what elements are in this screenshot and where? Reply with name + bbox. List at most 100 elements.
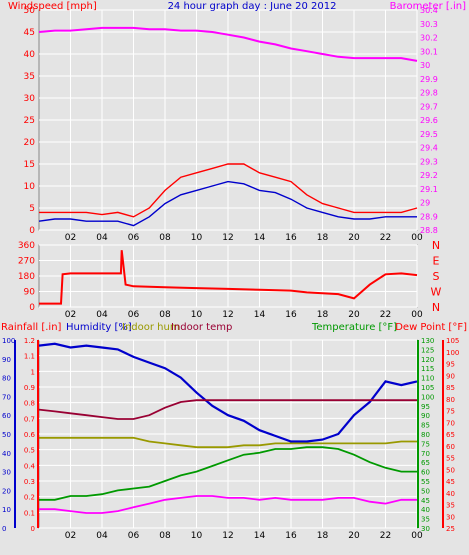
rainfall-tick-label: 0.7 bbox=[24, 415, 35, 423]
rainfall-tick-label: 0.9 bbox=[24, 384, 35, 392]
x-tick-label: 18 bbox=[317, 531, 329, 541]
humidity-tick-label: 100 bbox=[2, 337, 15, 345]
temperature-tick-label: 120 bbox=[421, 356, 434, 364]
temperature-tick-label: 95 bbox=[421, 403, 430, 411]
temperature-tick-label: 125 bbox=[421, 346, 434, 354]
indoor-temperature-series-line bbox=[38, 399, 417, 420]
barometer-tick-label: 28.9 bbox=[420, 212, 438, 221]
temperature-tick-label: 110 bbox=[421, 375, 434, 383]
windspeed-tick-label: 50 bbox=[24, 6, 36, 16]
rainfall-tick-label: 1 bbox=[31, 368, 35, 376]
x-tick-label: 02 bbox=[65, 310, 76, 320]
direction-degree-tick-label: 270 bbox=[18, 257, 35, 267]
windspeed-tick-label: 25 bbox=[24, 116, 35, 126]
x-tick-label: 08 bbox=[159, 531, 171, 541]
grid-lines bbox=[39, 9, 418, 529]
x-tick-label: 16 bbox=[285, 310, 297, 320]
x-tick-label: 08 bbox=[159, 310, 171, 320]
temperature-tick-label: 70 bbox=[421, 450, 430, 458]
x-tick-label: 14 bbox=[254, 233, 266, 243]
dew-point-tick-label: 100 bbox=[446, 349, 459, 357]
dew-point-tick-label: 50 bbox=[446, 466, 455, 474]
indoor-temperature-legend: Indoor temp bbox=[171, 322, 232, 333]
rainfall-tick-label: 0.5 bbox=[24, 447, 35, 455]
windspeed-tick-label: 0 bbox=[29, 226, 35, 236]
rainfall-tick-label: 1.1 bbox=[24, 353, 35, 361]
x-tick-label: 14 bbox=[254, 531, 266, 541]
barometer-tick-label: 30 bbox=[420, 61, 430, 70]
temperature-tick-label: 100 bbox=[421, 393, 434, 401]
x-tick-label: 12 bbox=[222, 531, 233, 541]
windspeed-tick-label: 5 bbox=[29, 204, 35, 214]
rainfall-axis-label: Rainfall [.in] bbox=[1, 322, 62, 333]
barometer-tick-label: 28.8 bbox=[420, 226, 438, 235]
rainfall-tick-label: 0.2 bbox=[24, 494, 35, 502]
dew-point-tick-label: 85 bbox=[446, 384, 455, 392]
x-tick-label: 20 bbox=[348, 531, 360, 541]
rainfall-tick-label: 0 bbox=[31, 525, 35, 533]
barometer-tick-label: 30.3 bbox=[420, 20, 438, 29]
barometer-tick-label: 29.4 bbox=[420, 144, 438, 153]
x-tick-label: 08 bbox=[159, 233, 171, 243]
temperature-tick-label: 85 bbox=[421, 422, 430, 430]
x-tick-label: 18 bbox=[317, 233, 329, 243]
x-tick-label: 00 bbox=[411, 310, 423, 320]
dew-point-tick-label: 55 bbox=[446, 455, 455, 463]
humidity-axis-label: Humidity [%] bbox=[66, 322, 132, 333]
barometer-tick-label: 30.4 bbox=[420, 6, 438, 15]
windspeed-tick-label: 30 bbox=[24, 94, 36, 104]
x-tick-label: 04 bbox=[96, 531, 108, 541]
x-tick-label: 20 bbox=[348, 310, 360, 320]
humidity-tick-label: 40 bbox=[2, 450, 11, 458]
indoor-humidity-series-line bbox=[39, 436, 417, 449]
humidity-tick-label: 60 bbox=[2, 412, 11, 420]
dew-point-tick-label: 65 bbox=[446, 431, 455, 439]
x-tick-label: 00 bbox=[411, 233, 423, 243]
x-tick-label: 10 bbox=[191, 233, 203, 243]
windspeed-tick-label: 20 bbox=[24, 138, 36, 148]
barometer-series-line bbox=[38, 26, 418, 62]
x-tick-label: 14 bbox=[254, 310, 266, 320]
humidity-tick-label: 30 bbox=[2, 469, 11, 477]
temperature-tick-label: 45 bbox=[421, 497, 430, 505]
rainfall-tick-label: 0.4 bbox=[24, 462, 36, 470]
direction-degree-tick-label: 180 bbox=[18, 272, 35, 282]
temperature-tick-label: 130 bbox=[421, 337, 434, 345]
dew-point-tick-label: 45 bbox=[446, 478, 455, 486]
temperature-tick-label: 115 bbox=[421, 365, 434, 373]
x-tick-label: 02 bbox=[65, 531, 76, 541]
temperature-tick-label: 60 bbox=[421, 469, 430, 477]
dew-point-tick-label: 75 bbox=[446, 408, 455, 416]
dew-point-tick-label: 35 bbox=[446, 502, 455, 510]
x-tick-label: 10 bbox=[191, 310, 203, 320]
x-tick-label: 06 bbox=[128, 310, 140, 320]
temperature-tick-label: 55 bbox=[421, 478, 430, 486]
x-tick-label: 06 bbox=[128, 233, 140, 243]
dew-point-tick-label: 70 bbox=[446, 419, 455, 427]
dew-point-tick-label: 60 bbox=[446, 443, 455, 451]
direction-degree-tick-label: 0 bbox=[29, 303, 35, 313]
temperature-tick-label: 75 bbox=[421, 440, 430, 448]
temperature-series-line bbox=[39, 446, 417, 501]
windspeed-tick-label: 10 bbox=[24, 182, 36, 192]
barometer-tick-label: 30.2 bbox=[420, 34, 438, 43]
humidity-tick-label: 80 bbox=[2, 375, 11, 383]
barometer-tick-label: 29.5 bbox=[420, 130, 438, 139]
rainfall-tick-label: 0.8 bbox=[24, 400, 35, 408]
rainfall-tick-label: 0.1 bbox=[24, 509, 35, 517]
barometer-tick-label: 29.9 bbox=[420, 75, 438, 84]
humidity-series-line bbox=[38, 342, 418, 443]
x-tick-label: 12 bbox=[222, 310, 233, 320]
compass-direction-label: N bbox=[432, 239, 440, 252]
x-tick-label: 18 bbox=[317, 310, 329, 320]
windspeed-tick-label: 35 bbox=[24, 72, 35, 82]
barometer-tick-label: 29.2 bbox=[420, 171, 438, 180]
rainfall-tick-label: 0.6 bbox=[24, 431, 36, 439]
compass-direction-label: E bbox=[433, 255, 440, 268]
windspeed-tick-label: 45 bbox=[24, 28, 35, 38]
temperature-tick-label: 35 bbox=[421, 516, 430, 524]
dew-point-tick-label: 90 bbox=[446, 372, 455, 380]
barometer-tick-label: 29.6 bbox=[420, 116, 438, 125]
